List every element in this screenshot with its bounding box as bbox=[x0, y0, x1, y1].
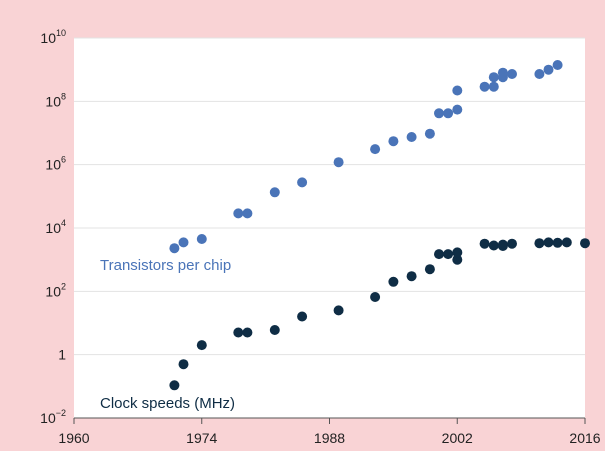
clock-speed-point bbox=[434, 249, 444, 260]
series-label-clock-speeds: Clock speeds (MHz) bbox=[100, 395, 235, 412]
x-tick-label: 1974 bbox=[186, 430, 217, 446]
transistor-point bbox=[488, 81, 499, 92]
clock-speed-point bbox=[488, 240, 499, 251]
clock-speed-point bbox=[452, 247, 463, 258]
clock-speed-point bbox=[497, 241, 508, 251]
clock-speed-point bbox=[406, 271, 417, 282]
series-label-transistors: Transistors per chip bbox=[100, 257, 231, 274]
y-tick-label: 1010 bbox=[40, 28, 66, 46]
clock-speed-point bbox=[443, 249, 454, 260]
transistor-point bbox=[488, 72, 499, 83]
clock-speed-point bbox=[242, 327, 253, 338]
clock-speed-point bbox=[233, 327, 244, 338]
transistor-point bbox=[269, 187, 280, 198]
x-axis-ticks: 1960 1974 1988 2002 2016 bbox=[58, 418, 601, 446]
clock-speed-point bbox=[297, 311, 308, 322]
y-tick-label: 10−2 bbox=[40, 408, 66, 426]
clock-speed-point bbox=[479, 238, 490, 249]
clock-speed-point bbox=[424, 264, 435, 275]
clock-speed-point bbox=[561, 237, 572, 248]
clock-speed-point bbox=[552, 237, 563, 248]
transistor-point bbox=[196, 234, 207, 244]
x-tick-label: 2002 bbox=[442, 430, 473, 446]
transistor-point bbox=[178, 237, 189, 248]
y-tick-label: 108 bbox=[45, 91, 66, 109]
transistor-point bbox=[507, 69, 517, 79]
clock-speed-point bbox=[543, 237, 554, 248]
transistor-point bbox=[333, 157, 344, 168]
transistor-point bbox=[452, 85, 463, 96]
transistor-point bbox=[543, 64, 554, 75]
transistor-point bbox=[552, 60, 563, 70]
clock-speed-point bbox=[169, 380, 180, 391]
transistor-point bbox=[370, 144, 381, 155]
transistor-point bbox=[424, 128, 435, 139]
y-tick-label: 104 bbox=[45, 218, 66, 236]
x-tick-label: 1960 bbox=[58, 430, 89, 446]
y-tick-label: 102 bbox=[45, 281, 66, 299]
transistor-point bbox=[297, 177, 308, 188]
x-tick-label: 1988 bbox=[314, 430, 345, 446]
clock-speed-point bbox=[580, 238, 590, 249]
clock-speed-point bbox=[370, 292, 381, 302]
clock-speed-point bbox=[269, 325, 280, 335]
data-points bbox=[169, 60, 590, 391]
grid-lines bbox=[74, 37, 585, 356]
y-tick-label: 1 bbox=[58, 347, 66, 363]
transistor-point bbox=[497, 72, 508, 83]
y-tick-label: 106 bbox=[45, 155, 66, 173]
clock-speed-point bbox=[534, 238, 545, 249]
transistor-point bbox=[406, 132, 417, 142]
transistor-point bbox=[479, 81, 490, 92]
transistor-point bbox=[434, 108, 444, 119]
y-axis-ticks: 1010 108 106 104 102 1 10−2 bbox=[40, 28, 66, 426]
transistor-point bbox=[452, 104, 463, 115]
clock-speed-point bbox=[452, 254, 463, 265]
clock-speed-point bbox=[388, 276, 399, 287]
transistor-point bbox=[169, 243, 180, 254]
clock-speed-point bbox=[178, 359, 189, 370]
clock-speed-point bbox=[196, 340, 207, 351]
x-tick-label: 2016 bbox=[569, 430, 600, 446]
transistor-point bbox=[233, 208, 244, 219]
transistor-point bbox=[443, 108, 454, 119]
transistor-point bbox=[242, 208, 253, 219]
clock-speed-point bbox=[507, 238, 517, 249]
transistor-point bbox=[388, 136, 399, 147]
transistor-point bbox=[534, 69, 545, 79]
clock-speed-point bbox=[333, 305, 344, 316]
